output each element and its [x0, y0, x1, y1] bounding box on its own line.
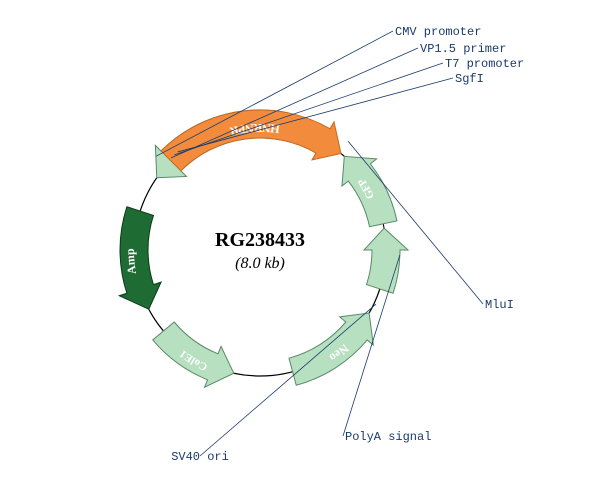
callout-text-6: SV40 ori: [171, 450, 229, 464]
callout-text-5: PolyA signal: [345, 430, 431, 444]
feature-polyA: [364, 228, 408, 293]
callout-text-2: T7 promoter: [445, 57, 524, 71]
plasmid-size: (8.0 kb): [235, 255, 285, 272]
plasmid-name: RG238433: [215, 229, 305, 251]
callout-text-1: VP1.5 primer: [420, 42, 506, 56]
feature-label-amp: Amp: [123, 248, 139, 275]
feature-hnrnpr: [161, 110, 341, 171]
feature-neo: [289, 313, 373, 385]
callout-text-3: SgfI: [455, 72, 484, 86]
plasmid-map: AmpColE1NeoGFPHNRNPRCMV promoterVP1.5 pr…: [0, 0, 600, 504]
callout-text-4: MluI: [485, 298, 514, 312]
callout-text-0: CMV promoter: [395, 25, 481, 39]
